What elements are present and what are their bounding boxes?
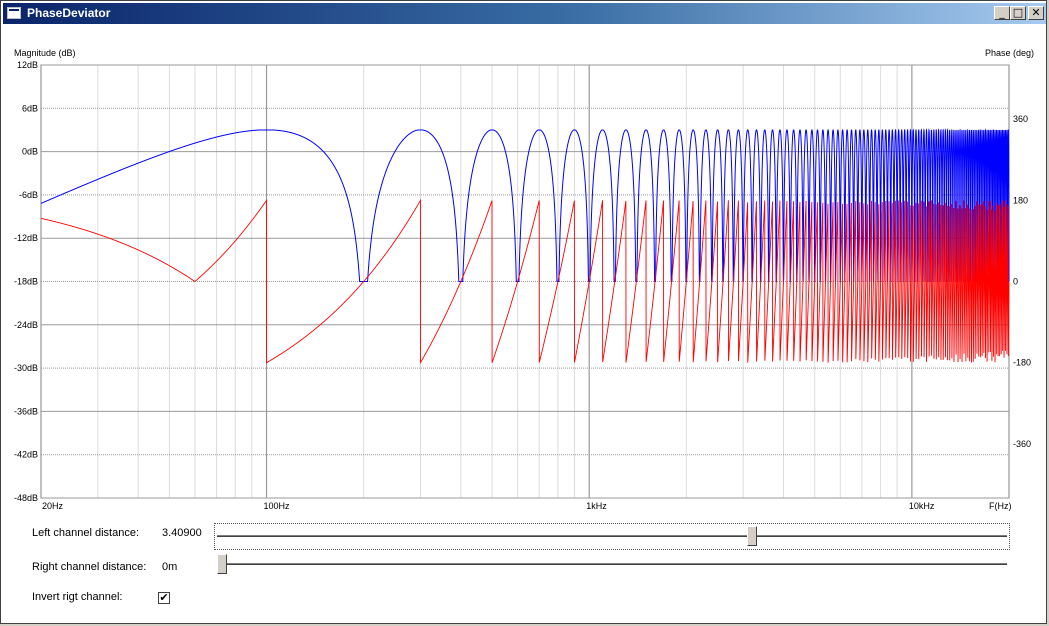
phase-tick-label: 0 bbox=[1013, 277, 1018, 287]
phase-tick-label: -360 bbox=[1013, 439, 1031, 449]
y-tick-label: 6dB bbox=[22, 103, 38, 113]
maximize-button[interactable]: □ bbox=[1010, 6, 1026, 20]
y-tick-label: -18dB bbox=[14, 277, 38, 287]
magnitude-curve bbox=[40, 128, 1010, 282]
check-icon: ✔ bbox=[159, 591, 169, 604]
y-tick-label: -48dB bbox=[14, 493, 38, 503]
title-bar[interactable]: PhaseDeviator _ □ ✕ bbox=[3, 3, 1046, 24]
slider-track bbox=[217, 535, 1007, 538]
left-distance-label: Left channel distance: bbox=[32, 527, 140, 539]
window-title: PhaseDeviator bbox=[27, 6, 111, 20]
frequency-response-chart: 12dB 6dB 0dB -6dB -12dB -18dB -24dB -30dB -36dB -… bbox=[14, 60, 1031, 511]
minimize-button[interactable]: _ bbox=[994, 6, 1010, 20]
phase-curve bbox=[40, 198, 1010, 365]
phase-tick-label: -180 bbox=[1013, 358, 1031, 368]
x-tick-label: 20Hz bbox=[42, 501, 64, 511]
left-distance-slider[interactable] bbox=[217, 525, 1007, 547]
y-tick-label: -12dB bbox=[14, 233, 38, 243]
y-tick-label: -30dB bbox=[14, 363, 38, 373]
right-distance-slider[interactable] bbox=[217, 553, 1007, 575]
x-axis-label: F(Hz) bbox=[989, 501, 1012, 511]
slider-thumb[interactable] bbox=[747, 526, 758, 546]
slider-thumb[interactable] bbox=[217, 554, 227, 574]
y-axis-label-magnitude: Magnitude (dB) bbox=[14, 48, 76, 58]
y-axis-label-phase: Phase (deg) bbox=[985, 48, 1035, 58]
invert-checkbox[interactable]: ✔ bbox=[158, 592, 170, 604]
close-button[interactable]: ✕ bbox=[1028, 6, 1044, 20]
y-tick-label: 12dB bbox=[17, 60, 38, 70]
y-tick-label: 0dB bbox=[22, 147, 38, 157]
left-distance-value: 3.40900 bbox=[162, 527, 202, 539]
slider-track bbox=[217, 563, 1007, 566]
x-tick-label: 1kHz bbox=[586, 501, 607, 511]
y-tick-label: -24dB bbox=[14, 320, 38, 330]
x-tick-label: 10kHz bbox=[909, 501, 935, 511]
y-tick-label: -6dB bbox=[19, 190, 38, 200]
y-tick-label: -42dB bbox=[14, 450, 38, 460]
left-slider-focus bbox=[214, 523, 1010, 550]
y-tick-label: -36dB bbox=[14, 406, 38, 416]
app-icon bbox=[7, 7, 21, 19]
phase-tick-label: 180 bbox=[1013, 195, 1028, 205]
right-distance-value: 0m bbox=[162, 561, 178, 573]
x-tick-label: 100Hz bbox=[264, 501, 291, 511]
invert-label: Invert rigt channel: bbox=[32, 591, 123, 603]
phase-tick-label: 360 bbox=[1013, 114, 1028, 124]
right-distance-label: Right channel distance: bbox=[32, 561, 147, 573]
